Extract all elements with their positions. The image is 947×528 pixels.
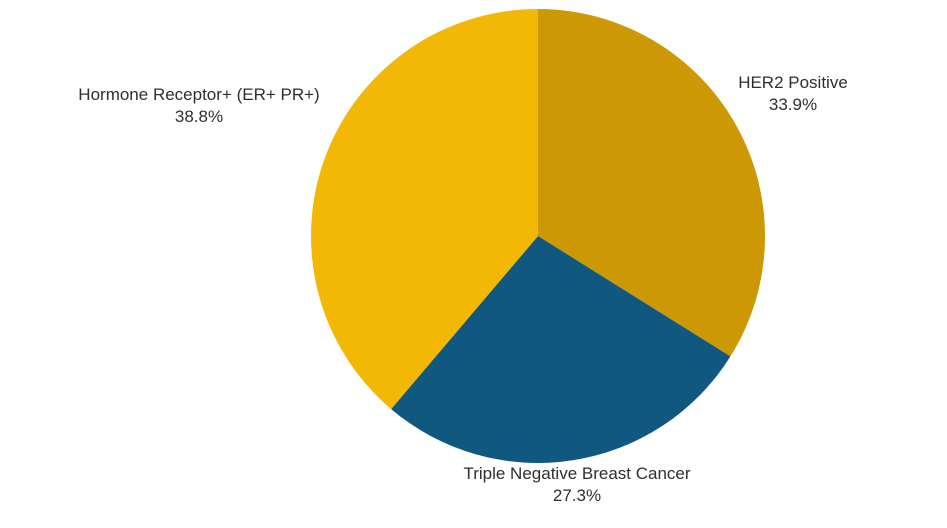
- slice-label-text: Hormone Receptor+ (ER+ PR+): [78, 85, 320, 104]
- slice-percent-text: 33.9%: [768, 95, 818, 114]
- pie-slice-triple-negative-breast-cancer: [391, 236, 731, 463]
- slice-label-text: Triple Negative Breast Cancer: [463, 464, 691, 483]
- slice-label-hormone-receptor-positive: Hormone Receptor+ (ER+ PR+) 38.8%: [78, 84, 319, 128]
- slice-label-triple-negative-breast-cancer: Triple Negative Breast Cancer 27.3%: [463, 463, 690, 507]
- slice-percent-text: 27.3%: [552, 486, 602, 505]
- slice-label-text: HER2 Positive: [738, 73, 848, 92]
- slice-label-her2-positive: HER2 Positive 33.9%: [738, 72, 848, 116]
- pie-slice-her2-positive: [538, 9, 765, 357]
- slice-percent-text: 38.8%: [174, 107, 224, 126]
- pie-slice-hormone-receptor-er-pr: [311, 9, 538, 410]
